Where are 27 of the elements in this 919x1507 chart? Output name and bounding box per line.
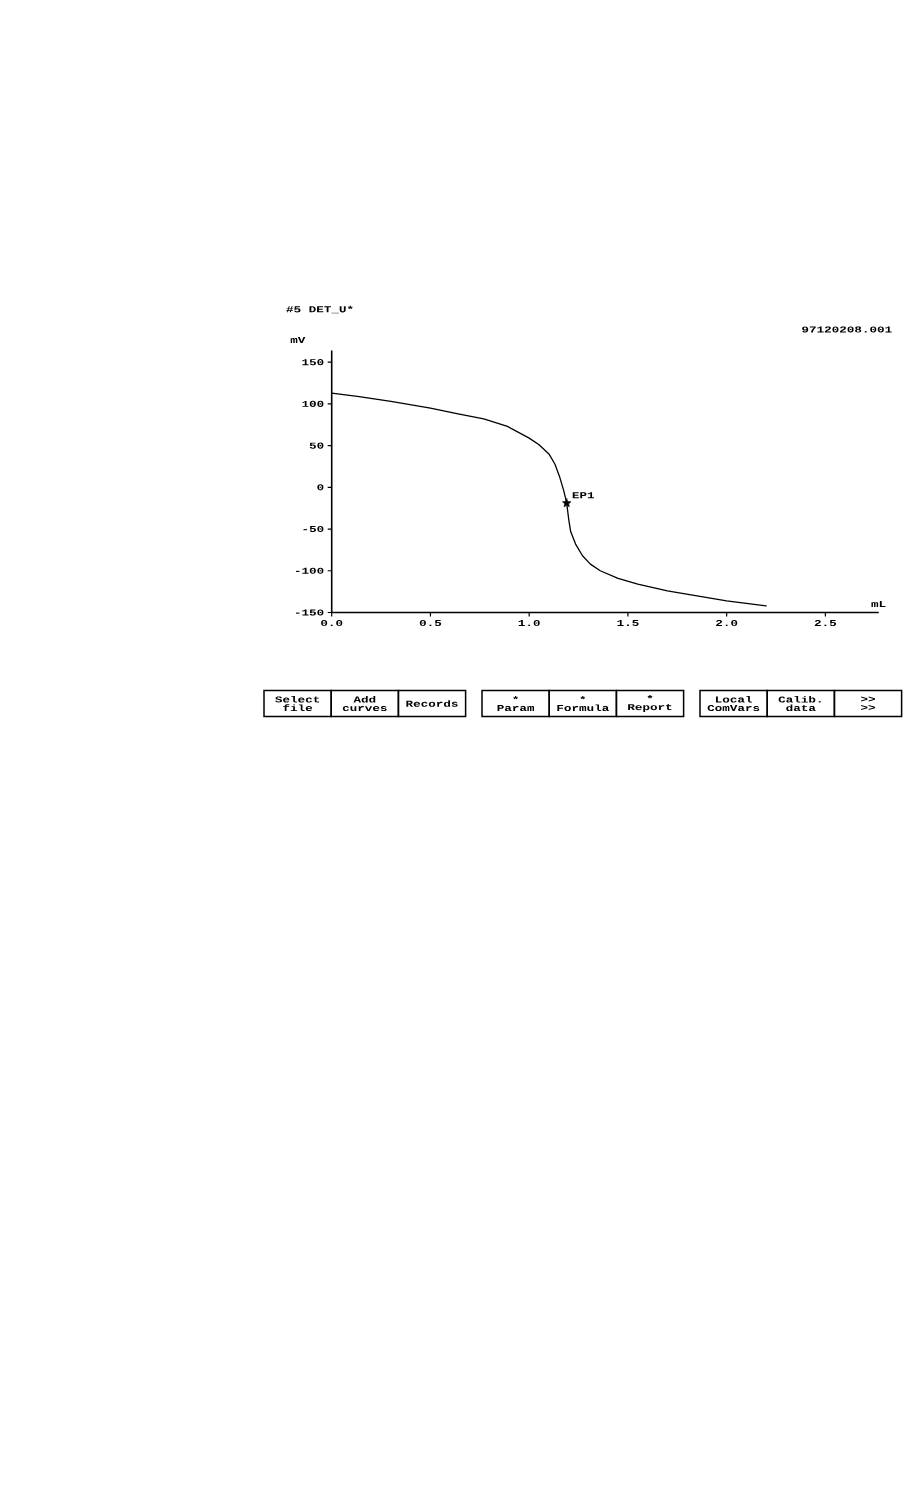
chart-title: #5 DET_U*: [286, 305, 353, 314]
x-tick-label: 1.0: [518, 620, 540, 627]
text: * Param: [497, 695, 535, 712]
text: Select file: [275, 695, 320, 712]
y-tick-label: -150: [295, 609, 324, 616]
x-tick-label: 0.0: [321, 620, 343, 627]
text: * Formula: [557, 695, 609, 712]
text: >> >>: [861, 696, 875, 710]
x-tick-label: 2.5: [814, 620, 837, 627]
y-tick-label: 0: [317, 484, 324, 491]
text: Local ComVars: [707, 695, 760, 712]
x-tick-label: 0.5: [419, 620, 442, 627]
y-tick-label: 150: [302, 359, 324, 366]
text: * Report: [628, 695, 672, 712]
annotation: EP1: [572, 492, 595, 499]
x-axis-title: mL: [871, 601, 886, 607]
x-tick-label: 2.0: [716, 620, 738, 627]
y-axis-title: mV: [290, 337, 306, 343]
text: Calib. data: [778, 695, 821, 712]
y-tick-label: -100: [295, 567, 324, 574]
chart-subtitle: 97120208.001: [802, 326, 892, 333]
y-tick-label: 50: [309, 442, 324, 449]
text: Records: [406, 700, 458, 707]
y-tick-label: 100: [302, 400, 324, 407]
x-tick-label: 1.5: [617, 620, 639, 627]
y-tick-label: -50: [303, 526, 324, 533]
text: Add curves: [342, 695, 387, 712]
